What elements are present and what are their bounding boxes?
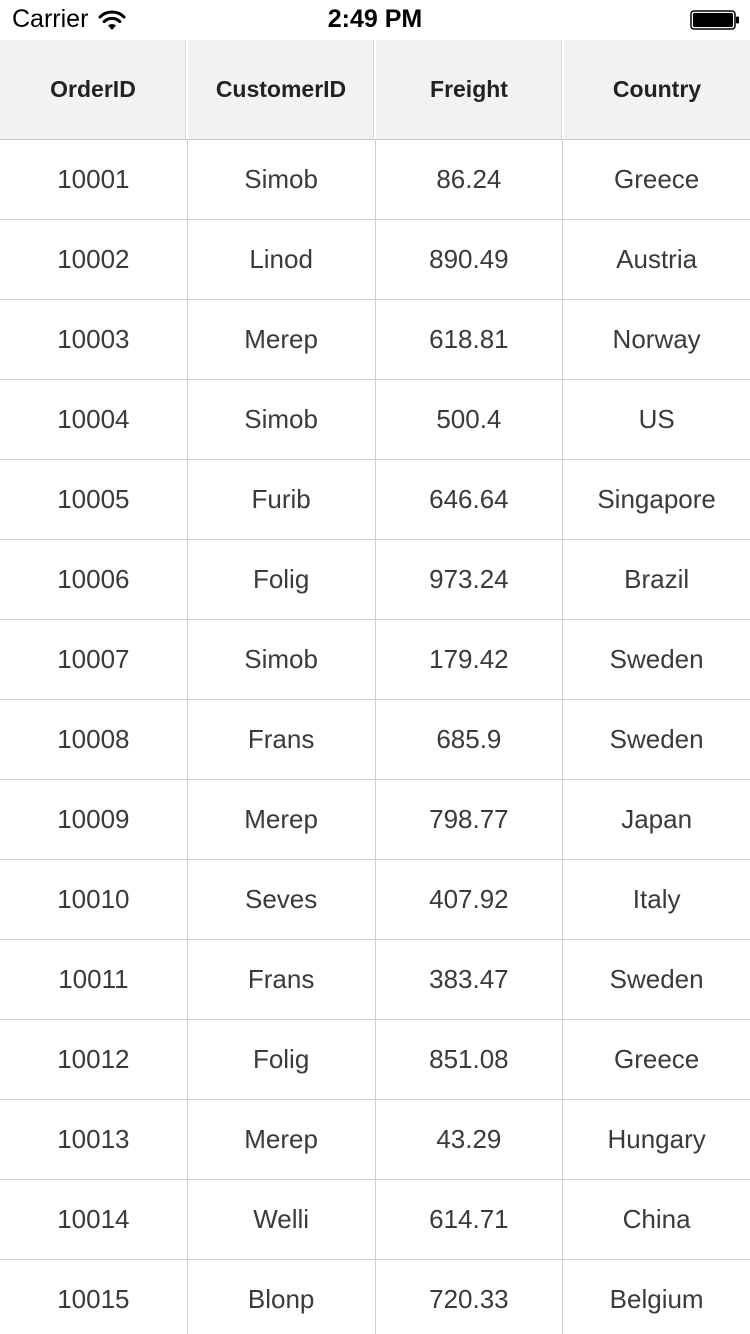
table-row[interactable]: 10004 Simob 500.4 US	[0, 380, 750, 460]
cell-customerid[interactable]: Simob	[188, 140, 376, 219]
table-row[interactable]: 10006 Folig 973.24 Brazil	[0, 540, 750, 620]
cell-freight[interactable]: 890.49	[376, 220, 564, 299]
cell-orderid[interactable]: 10013	[0, 1100, 188, 1179]
cell-customerid[interactable]: Blonp	[188, 1260, 376, 1334]
cell-customerid[interactable]: Simob	[188, 620, 376, 699]
cell-freight[interactable]: 720.33	[376, 1260, 564, 1334]
cell-freight[interactable]: 618.81	[376, 300, 564, 379]
table-row[interactable]: 10013 Merep 43.29 Hungary	[0, 1100, 750, 1180]
cell-country[interactable]: Greece	[613, 164, 700, 194]
cell-orderid[interactable]: 10003	[0, 300, 188, 379]
cell-freight[interactable]: 383.47	[376, 940, 564, 1019]
cell-country[interactable]: Singapore	[597, 484, 716, 514]
cell-customerid[interactable]: Merep	[188, 780, 376, 859]
cell-customerid[interactable]: Folig	[188, 1020, 376, 1099]
cell-freight[interactable]: 86.24	[376, 140, 564, 219]
cell-country[interactable]: Sweden	[609, 964, 704, 994]
column-header-customerid[interactable]: CustomerID	[188, 40, 376, 139]
column-header-country[interactable]: Country	[612, 76, 702, 102]
cell-orderid[interactable]: 10010	[0, 860, 188, 939]
cell-freight[interactable]: 973.24	[376, 540, 564, 619]
cell-orderid[interactable]: 10008	[0, 700, 188, 779]
cell-country[interactable]: Sweden	[609, 724, 704, 754]
cell-customerid[interactable]: Welli	[188, 1180, 376, 1259]
table-row[interactable]: 10008 Frans 685.9 Sweden	[0, 700, 750, 780]
data-grid[interactable]: OrderID CustomerID Freight Country 10001 Sim…	[0, 40, 750, 1334]
cell-country[interactable]: Sweden	[609, 644, 704, 674]
cell-customerid[interactable]: Merep	[188, 300, 376, 379]
status-bar: Carrier 2:49 PM	[0, 0, 750, 40]
cell-orderid[interactable]: 10007	[0, 620, 188, 699]
cell-country[interactable]: Belgium	[609, 1284, 704, 1314]
cell-freight[interactable]: 43.29	[376, 1100, 564, 1179]
cell-freight[interactable]: 179.42	[376, 620, 564, 699]
cell-customerid[interactable]: Furib	[188, 460, 376, 539]
cell-customerid[interactable]: Simob	[188, 380, 376, 459]
cell-orderid[interactable]: 10014	[0, 1180, 188, 1259]
cell-customerid[interactable]: Seves	[188, 860, 376, 939]
cell-freight[interactable]: 614.71	[376, 1180, 564, 1259]
carrier-label: Carrier	[12, 5, 89, 33]
table-row[interactable]: 10011 Frans 383.47 Sweden	[0, 940, 750, 1020]
battery-icon	[690, 10, 739, 30]
cell-country[interactable]: Norway	[612, 324, 701, 354]
cell-freight[interactable]: 500.4	[376, 380, 564, 459]
cell-customerid[interactable]: Frans	[188, 940, 376, 1019]
cell-country[interactable]: China	[622, 1204, 691, 1234]
cell-freight[interactable]: 851.08	[376, 1020, 564, 1099]
status-left: Carrier	[12, 5, 126, 34]
cell-orderid[interactable]: 10002	[0, 220, 188, 299]
wifi-icon	[98, 10, 126, 30]
table-row[interactable]: 10001 Simob 86.24 Greece	[0, 140, 750, 220]
cell-customerid[interactable]: Linod	[188, 220, 376, 299]
table-row[interactable]: 10010 Seves 407.92 Italy	[0, 860, 750, 940]
table-row[interactable]: 10005 Furib 646.64 Singapore	[0, 460, 750, 540]
grid-header-row: OrderID CustomerID Freight Country	[0, 40, 750, 140]
cell-orderid[interactable]: 10012	[0, 1020, 188, 1099]
table-row[interactable]: 10002 Linod 890.49 Austria	[0, 220, 750, 300]
cell-freight[interactable]: 646.64	[376, 460, 564, 539]
cell-country[interactable]: Greece	[613, 1044, 700, 1074]
cell-orderid[interactable]: 10004	[0, 380, 188, 459]
cell-freight[interactable]: 407.92	[376, 860, 564, 939]
table-row[interactable]: 10014 Welli 614.71 China	[0, 1180, 750, 1260]
cell-country[interactable]: Brazil	[624, 564, 690, 594]
grid-body[interactable]: 10001 Simob 86.24 Greece 10002 Linod 890.49 Aus…	[0, 140, 750, 1334]
cell-country[interactable]: US	[638, 404, 675, 434]
column-header-orderid[interactable]: OrderID	[0, 40, 188, 139]
table-row[interactable]: 10012 Folig 851.08 Greece	[0, 1020, 750, 1100]
cell-customerid[interactable]: Folig	[188, 540, 376, 619]
table-row[interactable]: 10015 Blonp 720.33 Belgium	[0, 1260, 750, 1334]
table-row[interactable]: 10003 Merep 618.81 Norway	[0, 300, 750, 380]
cell-country[interactable]: Italy	[632, 884, 681, 914]
cell-country[interactable]: Japan	[621, 804, 693, 834]
cell-orderid[interactable]: 10006	[0, 540, 188, 619]
cell-orderid[interactable]: 10005	[0, 460, 188, 539]
cell-freight[interactable]: 685.9	[376, 700, 564, 779]
cell-orderid[interactable]: 10011	[0, 940, 188, 1019]
column-header-freight[interactable]: Freight	[376, 40, 564, 139]
cell-orderid[interactable]: 10009	[0, 780, 188, 859]
cell-orderid[interactable]: 10015	[0, 1260, 188, 1334]
cell-country[interactable]: Hungary	[607, 1124, 706, 1154]
cell-country[interactable]: Austria	[616, 244, 698, 274]
cell-customerid[interactable]: Frans	[188, 700, 376, 779]
table-row[interactable]: 10007 Simob 179.42 Sweden	[0, 620, 750, 700]
cell-customerid[interactable]: Merep	[188, 1100, 376, 1179]
table-row[interactable]: 10009 Merep 798.77 Japan	[0, 780, 750, 860]
cell-freight[interactable]: 798.77	[376, 780, 564, 859]
cell-orderid[interactable]: 10001	[0, 140, 188, 219]
